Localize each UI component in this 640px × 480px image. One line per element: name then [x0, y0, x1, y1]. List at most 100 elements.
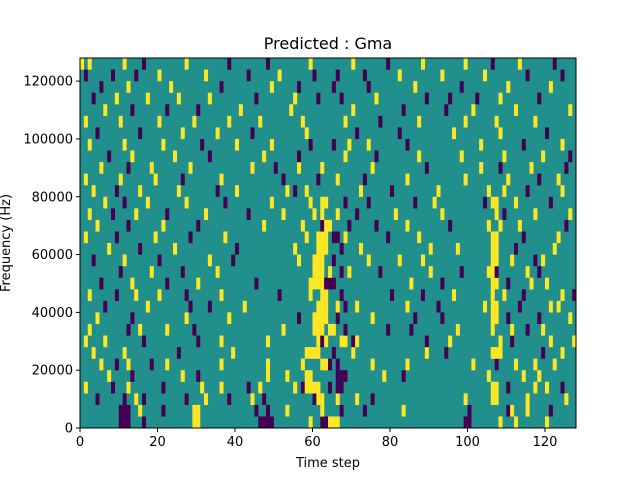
heatmap-cell — [378, 266, 383, 278]
heatmap-cell — [324, 335, 329, 348]
heatmap-cell — [494, 266, 499, 278]
heatmap-cell — [235, 138, 240, 151]
heatmap-cell — [494, 254, 499, 267]
heatmap-cell — [366, 254, 371, 267]
heatmap-cell — [231, 347, 236, 359]
heatmap-cell — [405, 138, 410, 151]
heatmap-cell — [529, 162, 534, 174]
heatmap-cell — [490, 196, 495, 209]
heatmap-cell — [281, 173, 286, 186]
heatmap-cell — [405, 300, 410, 313]
heatmap-cell — [297, 162, 302, 174]
heatmap-cell — [114, 92, 119, 105]
heatmap-cell — [138, 243, 143, 255]
y-tick-label: 60000 — [32, 248, 73, 263]
heatmap-cell — [215, 185, 220, 197]
heatmap-cell — [568, 208, 573, 221]
heatmap-cell — [328, 358, 333, 371]
heatmap-cell — [293, 185, 298, 197]
heatmap-cell — [510, 323, 515, 336]
heatmap-cell — [118, 173, 123, 186]
heatmap-cell — [351, 58, 356, 70]
heatmap-cell — [343, 196, 348, 209]
heatmap-cell — [297, 312, 302, 325]
heatmap-cell — [370, 162, 375, 174]
heatmap-cell — [316, 231, 321, 244]
heatmap-cell — [107, 150, 112, 163]
heatmap-cell — [87, 58, 92, 70]
heatmap-cell — [510, 254, 515, 267]
heatmap-cell — [219, 381, 224, 394]
heatmap-cells — [80, 58, 577, 429]
heatmap-cell — [471, 358, 476, 371]
heatmap-cell — [103, 196, 108, 209]
heatmap-cell — [506, 277, 511, 290]
heatmap-cell — [273, 162, 278, 174]
heatmap-cell — [424, 335, 429, 348]
heatmap-cell — [413, 196, 418, 209]
heatmap-cell — [537, 266, 542, 278]
heatmap-cell — [506, 81, 511, 93]
heatmap-cell — [80, 58, 85, 70]
heatmap-cell — [448, 92, 453, 105]
heatmap-cell — [355, 393, 360, 406]
heatmap-cell — [514, 416, 519, 429]
heatmap-cell — [362, 69, 367, 82]
heatmap-cell — [312, 347, 317, 359]
heatmap-cell — [316, 266, 321, 278]
heatmap-cell — [494, 277, 499, 290]
heatmap-cell — [312, 208, 317, 221]
heatmap-cell — [297, 254, 302, 267]
heatmap-cell — [548, 196, 553, 209]
heatmap-cell — [312, 323, 317, 336]
heatmap-cell — [176, 92, 181, 105]
heatmap-cell — [142, 393, 147, 406]
y-tick-label: 120000 — [23, 75, 73, 90]
heatmap-cell — [281, 323, 286, 336]
heatmap-cell — [521, 138, 526, 151]
heatmap-cell — [494, 208, 499, 221]
heatmap-cell — [331, 277, 336, 290]
x-tick-label: 80 — [382, 435, 399, 450]
heatmap-cell — [126, 381, 131, 394]
heatmap-cell — [134, 393, 139, 406]
heatmap-cell — [227, 393, 232, 406]
heatmap-cell — [525, 404, 530, 417]
heatmap-cell — [521, 370, 526, 382]
heatmap-cell — [231, 254, 236, 267]
heatmap-cell — [362, 404, 367, 417]
heatmap-cell — [393, 208, 398, 221]
heatmap-cell — [246, 381, 251, 394]
heatmap-cell — [281, 208, 286, 221]
heatmap-cell — [254, 277, 259, 290]
heatmap-cell — [328, 277, 333, 290]
heatmap-cell — [297, 150, 302, 163]
heatmap-cell — [556, 173, 561, 186]
heatmap-cell — [161, 381, 166, 394]
x-tick-label: 20 — [149, 435, 166, 450]
heatmap-cell — [207, 92, 212, 105]
heatmap-cell — [122, 393, 127, 406]
heatmap-cell — [498, 92, 503, 105]
heatmap-cell — [483, 69, 488, 82]
x-tick-label: 60 — [304, 435, 321, 450]
heatmap-cell — [428, 243, 433, 255]
heatmap-cell — [308, 138, 313, 151]
heatmap-cell — [320, 196, 325, 209]
heatmap-cell — [494, 196, 499, 209]
heatmap-cell — [525, 185, 530, 197]
heatmap-cell — [324, 231, 329, 244]
chart-title: Predicted : Gma — [264, 34, 392, 53]
heatmap-cell — [320, 335, 325, 348]
heatmap-cell — [235, 243, 240, 255]
heatmap-cell — [541, 323, 546, 336]
heatmap-cell — [320, 162, 325, 174]
heatmap-cell — [250, 393, 255, 406]
heatmap-cell — [514, 243, 519, 255]
heatmap-cell — [475, 92, 480, 105]
heatmap-cell — [188, 231, 193, 244]
heatmap-cell — [145, 196, 150, 209]
heatmap-cell — [490, 323, 495, 336]
heatmap-cell — [335, 358, 340, 371]
heatmap-cell — [502, 185, 507, 197]
